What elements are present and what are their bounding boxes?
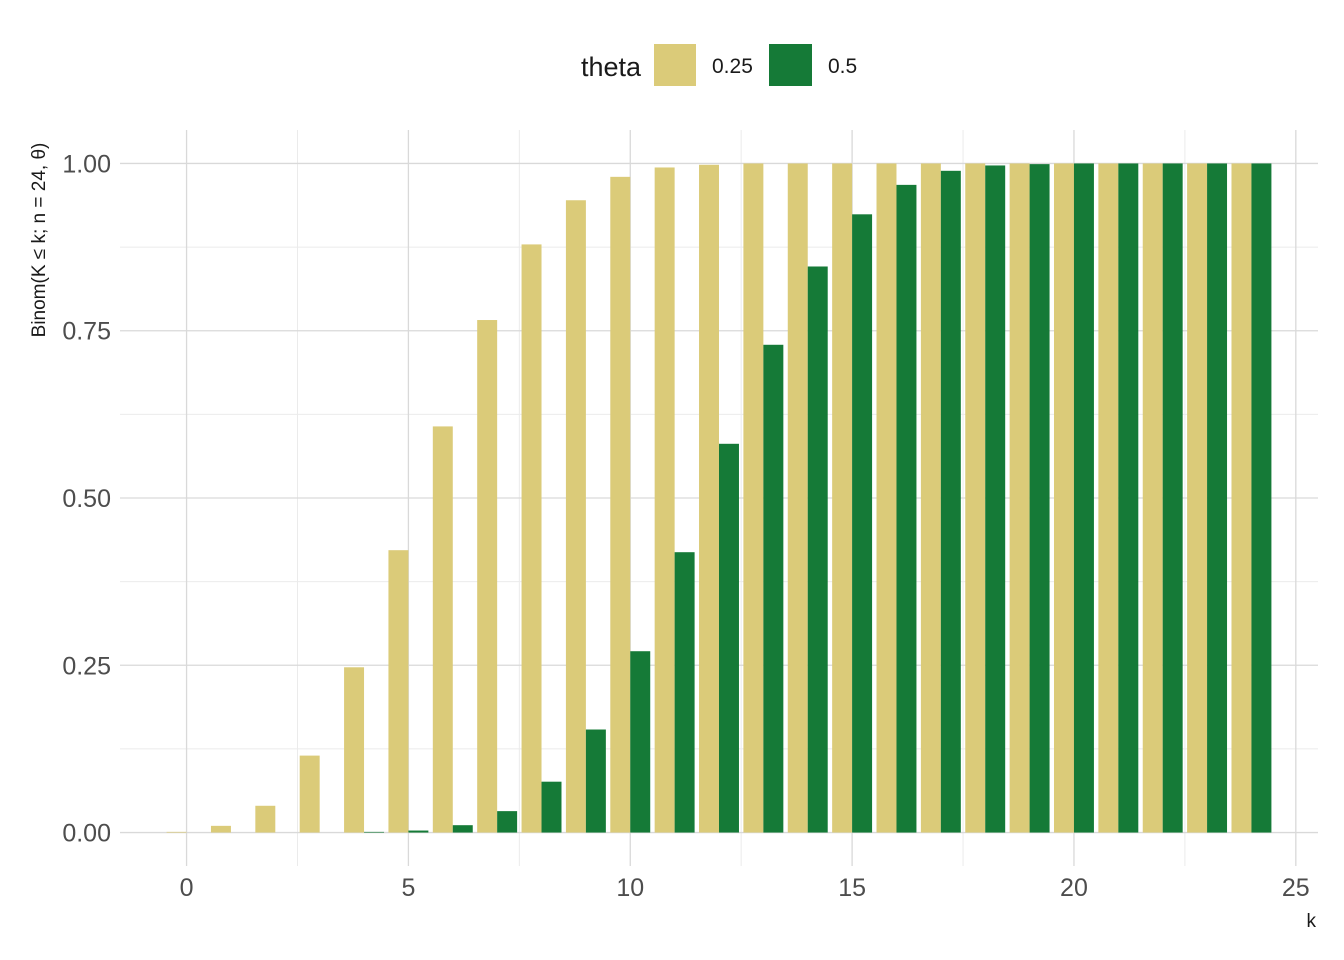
legend: theta 0.25 0.5 (581, 44, 857, 86)
bar-theta-0.5-k-4 (364, 831, 385, 833)
bar-theta-0.25-k-2 (255, 805, 276, 833)
legend-title: theta (581, 52, 642, 82)
bar-theta-0.25-k-14 (787, 163, 808, 833)
bar-theta-0.5-k-11 (674, 552, 695, 833)
x-tick-label: 25 (1282, 874, 1310, 902)
y-tick-label: 0.50 (62, 485, 111, 513)
bar-theta-0.25-k-16 (876, 163, 897, 833)
bar-theta-0.5-k-8 (541, 781, 562, 833)
bar-theta-0.5-k-9 (585, 729, 606, 833)
legend-label-theta-0.25: 0.25 (712, 55, 753, 78)
bar-theta-0.5-k-23 (1207, 163, 1228, 833)
bar-theta-0.5-k-12 (719, 443, 739, 833)
x-tick-label: 20 (1060, 874, 1088, 902)
x-tick-label: 15 (838, 874, 866, 902)
x-tick-label: 5 (401, 874, 415, 902)
y-axis-ticks: 0.00 0.25 0.50 0.75 1.00 (62, 150, 111, 847)
bar-theta-0.25-k-10 (610, 176, 631, 833)
x-tick-label: 10 (616, 874, 644, 902)
bar-theta-0.5-k-14 (807, 266, 828, 833)
bar-theta-0.25-k-24 (1231, 163, 1252, 833)
bar-theta-0.5-k-6 (452, 825, 473, 833)
bar-theta-0.5-k-16 (896, 184, 917, 833)
bar-theta-0.5-k-10 (630, 651, 651, 833)
x-axis-title: k (1307, 911, 1317, 932)
y-tick-label: 0.25 (62, 652, 111, 680)
bar-theta-0.25-k-5 (388, 550, 409, 833)
bar-theta-0.25-k-8 (521, 244, 542, 833)
bar-theta-0.5-k-18 (985, 165, 1006, 833)
bars (166, 163, 1272, 833)
bar-theta-0.25-k-3 (299, 755, 320, 833)
bar-theta-0.5-k-20 (1073, 163, 1094, 833)
bar-theta-0.25-k-4 (344, 667, 365, 833)
bar-theta-0.25-k-23 (1187, 163, 1208, 833)
bar-theta-0.5-k-13 (763, 344, 784, 833)
y-tick-label: 0.00 (62, 820, 111, 848)
bar-theta-0.5-k-19 (1029, 164, 1050, 833)
bar-theta-0.5-k-21 (1118, 163, 1139, 833)
bar-theta-0.25-k-18 (965, 163, 986, 833)
bar-theta-0.25-k-13 (743, 163, 764, 833)
legend-key-theta-0.5 (769, 44, 812, 86)
bar-theta-0.25-k-11 (654, 167, 675, 833)
bar-theta-0.5-k-15 (852, 214, 873, 833)
bar-theta-0.25-k-22 (1142, 163, 1163, 833)
bar-theta-0.5-k-17 (940, 170, 961, 833)
legend-key-theta-0.25 (654, 44, 696, 86)
bar-theta-0.25-k-20 (1054, 163, 1074, 833)
y-axis-title: Binom(K ≤ k; n = 24, θ) (29, 143, 50, 338)
bar-theta-0.25-k-15 (832, 163, 853, 833)
bar-theta-0.5-k-24 (1251, 163, 1272, 833)
y-tick-label: 1.00 (62, 150, 111, 178)
bar-theta-0.25-k-6 (432, 426, 453, 833)
bar-theta-0.25-k-21 (1098, 163, 1119, 833)
bar-theta-0.5-k-7 (497, 811, 518, 833)
x-tick-label: 0 (180, 874, 194, 902)
legend-label-theta-0.5: 0.5 (828, 55, 857, 78)
bar-theta-0.25-k-7 (477, 320, 498, 833)
bar-theta-0.5-k-22 (1162, 163, 1183, 833)
bar-theta-0.25-k-19 (1009, 163, 1030, 833)
bar-theta-0.25-k-9 (565, 200, 586, 833)
bar-theta-0.25-k-0 (166, 831, 187, 833)
y-tick-label: 0.75 (62, 318, 111, 346)
bar-theta-0.5-k-5 (408, 830, 429, 833)
bar-theta-0.25-k-12 (699, 164, 719, 833)
x-axis-ticks: 0 5 10 15 20 25 (180, 874, 1310, 902)
bar-theta-0.25-k-1 (210, 825, 231, 833)
bar-theta-0.25-k-17 (920, 163, 941, 833)
